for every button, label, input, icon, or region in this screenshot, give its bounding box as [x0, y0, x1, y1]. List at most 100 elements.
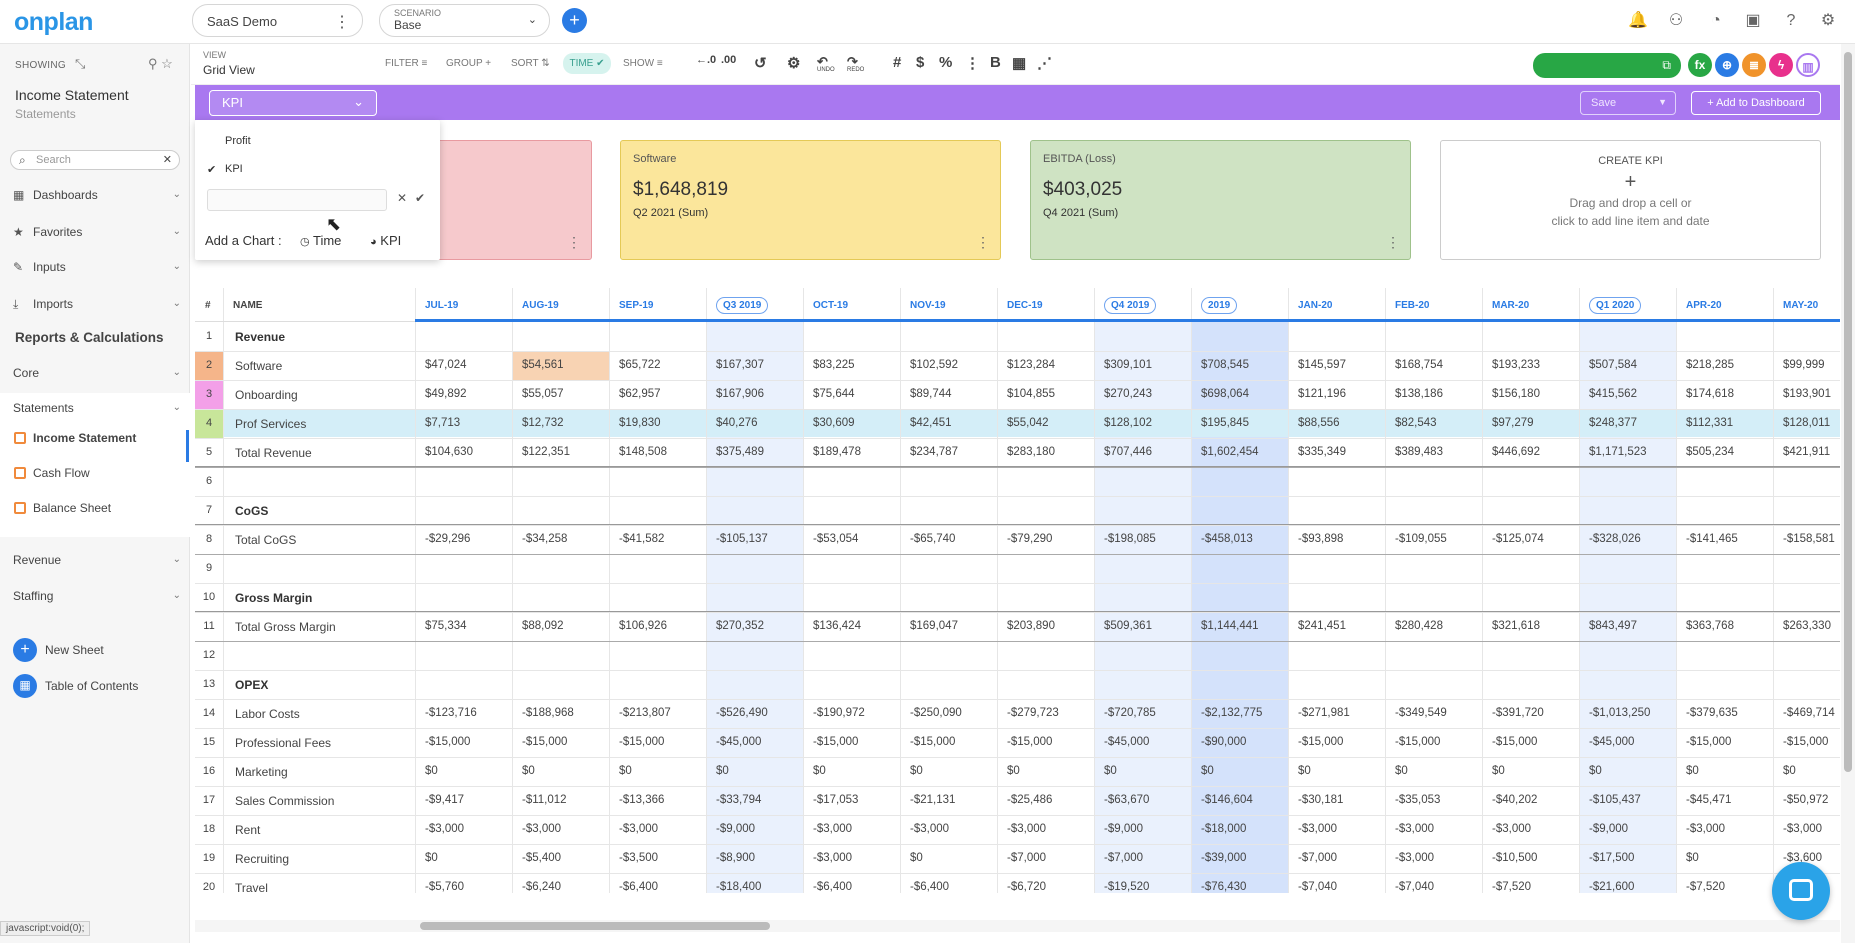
column-header[interactable]: APR-20 — [1676, 288, 1773, 322]
row-name[interactable]: Labor Costs — [235, 707, 300, 721]
row-name[interactable]: Total Gross Margin — [235, 620, 336, 634]
table-cell[interactable]: -$9,417 — [425, 794, 465, 806]
table-of-contents-icon[interactable]: ▦ — [13, 674, 37, 698]
table-cell[interactable]: -$3,000 — [1686, 823, 1726, 835]
row-name[interactable]: Marketing — [235, 765, 288, 779]
pin-icon[interactable]: ⚲ — [148, 56, 158, 71]
table-cell[interactable]: -$53,054 — [813, 533, 859, 545]
table-cell[interactable]: -$105,437 — [1589, 794, 1641, 806]
row-name[interactable]: Software — [235, 359, 283, 373]
currency-format-icon[interactable]: $ — [916, 54, 925, 71]
save-select[interactable]: Save ▼ — [1580, 91, 1676, 115]
table-cell[interactable]: $0 — [1007, 765, 1020, 777]
table-cell[interactable]: $0 — [1395, 765, 1408, 777]
table-cell[interactable]: $128,011 — [1783, 417, 1831, 429]
table-cell[interactable]: -$39,000 — [1201, 852, 1247, 864]
table-cell[interactable]: $1,144,441 — [1201, 620, 1259, 632]
add-kpi-chart-button[interactable]: ◕ KPI — [370, 233, 401, 248]
table-cell[interactable]: $234,787 — [910, 446, 958, 458]
table-cell[interactable]: $19,830 — [619, 417, 661, 429]
table-cell[interactable]: -$15,000 — [619, 736, 665, 748]
table-cell[interactable]: $89,744 — [910, 388, 952, 400]
clear-search-icon[interactable]: ✕ — [162, 154, 172, 166]
table-cell[interactable]: -$15,000 — [522, 736, 568, 748]
nav-favorites[interactable]: ★ Favorites ⌄ — [13, 221, 181, 243]
chat-support-button[interactable] — [1772, 862, 1830, 920]
row-name[interactable]: Recruiting — [235, 852, 290, 866]
table-cell[interactable]: -$328,026 — [1589, 533, 1641, 545]
table-cell[interactable]: -$17,053 — [813, 794, 859, 806]
table-cell[interactable]: $248,377 — [1589, 417, 1637, 429]
table-cell[interactable]: -$349,549 — [1395, 707, 1447, 719]
table-cell[interactable]: -$6,240 — [522, 881, 562, 893]
table-cell[interactable]: -$7,000 — [1104, 852, 1144, 864]
notification-bell-icon[interactable]: 🔔 — [1628, 12, 1648, 29]
time-button[interactable]: TIME ✔ — [563, 53, 611, 74]
table-cell[interactable]: $270,352 — [716, 620, 764, 632]
table-cell[interactable]: -$9,000 — [1104, 823, 1144, 835]
table-cell[interactable]: $1,602,454 — [1201, 446, 1259, 458]
table-cell[interactable]: -$213,807 — [619, 707, 671, 719]
table-cell[interactable]: -$63,670 — [1104, 794, 1150, 806]
table-cell[interactable]: $168,754 — [1395, 359, 1443, 371]
table-cell[interactable]: -$15,000 — [910, 736, 956, 748]
column-header[interactable]: Q4 2019 — [1094, 288, 1191, 322]
table-cell[interactable]: $0 — [425, 852, 438, 864]
table-cell[interactable]: -$123,716 — [425, 707, 477, 719]
table-cell[interactable]: -$3,000 — [1395, 852, 1435, 864]
search-input[interactable]: ⌕ Search ✕ — [10, 150, 180, 170]
table-cell[interactable]: $505,234 — [1686, 446, 1734, 458]
table-cell[interactable]: -$15,000 — [425, 736, 471, 748]
column-header[interactable]: JAN-20 — [1288, 288, 1385, 322]
table-cell[interactable]: $106,926 — [619, 620, 667, 632]
table-cell[interactable]: -$3,000 — [1783, 823, 1823, 835]
vertical-scrollbar[interactable] — [1841, 44, 1855, 943]
table-cell[interactable]: $54,561 — [522, 359, 564, 371]
table-cell[interactable]: -$7,000 — [1298, 852, 1338, 864]
table-cell[interactable]: -$15,000 — [813, 736, 859, 748]
table-cell[interactable]: $0 — [1201, 765, 1214, 777]
table-cell[interactable]: $0 — [1686, 765, 1699, 777]
table-cell[interactable]: -$526,490 — [716, 707, 768, 719]
nav-revenue[interactable]: Revenue ⌄ — [13, 549, 181, 571]
table-cell[interactable]: $88,556 — [1298, 417, 1340, 429]
row-name[interactable]: Rent — [235, 823, 261, 837]
model-select[interactable]: SaaS Demo ⋮ — [192, 4, 363, 37]
table-cell[interactable]: -$11,012 — [522, 794, 567, 806]
row-name[interactable]: Onboarding — [235, 388, 298, 402]
kpi-select[interactable]: KPI ⌄ — [209, 90, 377, 116]
table-cell[interactable]: -$34,258 — [522, 533, 568, 545]
table-cell[interactable]: $280,428 — [1395, 620, 1443, 632]
table-cell[interactable]: -$3,000 — [619, 823, 659, 835]
table-cell[interactable]: $104,855 — [1007, 388, 1055, 400]
table-cell[interactable]: $123,284 — [1007, 359, 1055, 371]
scrollbar-thumb[interactable] — [420, 922, 770, 930]
table-cell[interactable]: -$105,137 — [716, 533, 768, 545]
table-cell[interactable]: $698,064 — [1201, 388, 1249, 400]
new-sheet-button[interactable]: New Sheet — [45, 643, 104, 657]
table-cell[interactable]: $97,279 — [1492, 417, 1534, 429]
table-cell[interactable]: -$45,000 — [1589, 736, 1635, 748]
help-icon[interactable]: ? — [1786, 12, 1796, 29]
sort-button[interactable]: SORT ⇅ — [511, 58, 550, 69]
column-header[interactable]: MAR-20 — [1482, 288, 1579, 322]
table-cell[interactable]: -$6,400 — [813, 881, 853, 893]
table-cell[interactable]: $122,351 — [522, 446, 570, 458]
history-icon[interactable]: ↺ — [754, 55, 767, 72]
table-cell[interactable]: -$3,600 — [1783, 852, 1823, 864]
table-cell[interactable]: -$6,720 — [1007, 881, 1047, 893]
table-cell[interactable]: -$18,000 — [1201, 823, 1247, 835]
sheet-cash-flow[interactable]: Cash Flow — [14, 466, 90, 480]
table-cell[interactable]: $49,892 — [425, 388, 467, 400]
table-cell[interactable]: -$7,040 — [1298, 881, 1338, 893]
decimal-decrease-icon[interactable]: ←.0 — [696, 54, 717, 66]
scenario-select[interactable]: SCENARIO Base ⌄ — [379, 4, 550, 37]
table-cell[interactable]: $83,225 — [813, 359, 855, 371]
table-cell[interactable]: -$379,635 — [1686, 707, 1738, 719]
star-icon[interactable]: ☆ — [161, 56, 173, 71]
table-cell[interactable]: -$125,074 — [1492, 533, 1544, 545]
column-header[interactable]: DEC-19 — [997, 288, 1094, 322]
table-cell[interactable]: -$18,400 — [716, 881, 762, 893]
cancel-icon[interactable]: ✕ — [397, 191, 408, 205]
people-icon[interactable]: ⚇ — [1668, 12, 1684, 29]
